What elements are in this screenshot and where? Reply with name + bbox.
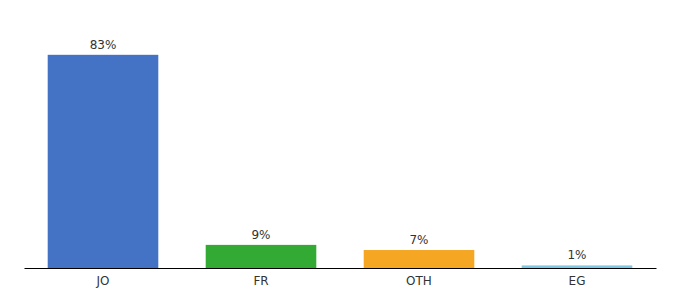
x-tick-label: EG — [569, 274, 586, 288]
bar — [364, 250, 475, 268]
bar — [522, 265, 633, 268]
data-labels: 83% 9% 7% 1% — [90, 38, 587, 263]
x-tick: EG — [569, 274, 586, 288]
data-label: 1% — [567, 248, 586, 262]
x-tick: JO — [96, 274, 110, 288]
chart-svg: JO FR OTH EG 83% 9% 7% 1% — [0, 0, 680, 300]
data-label: 83% — [90, 38, 117, 52]
plot-area: JO FR OTH EG 83% 9% 7% 1% — [25, 38, 657, 288]
x-tick-label: FR — [253, 274, 268, 288]
x-tick-label: OTH — [406, 274, 432, 288]
x-tick: FR — [253, 274, 268, 288]
bar — [206, 245, 317, 268]
data-label: 9% — [251, 228, 270, 242]
chart-container: JO FR OTH EG 83% 9% 7% 1% — [0, 0, 680, 300]
bar — [48, 55, 159, 268]
data-label: 7% — [409, 233, 428, 247]
x-tick-label: JO — [96, 274, 110, 288]
x-axis-line — [25, 268, 657, 269]
x-tick: OTH — [406, 274, 432, 288]
bars — [48, 55, 633, 268]
x-axis: JO FR OTH EG — [25, 269, 657, 288]
